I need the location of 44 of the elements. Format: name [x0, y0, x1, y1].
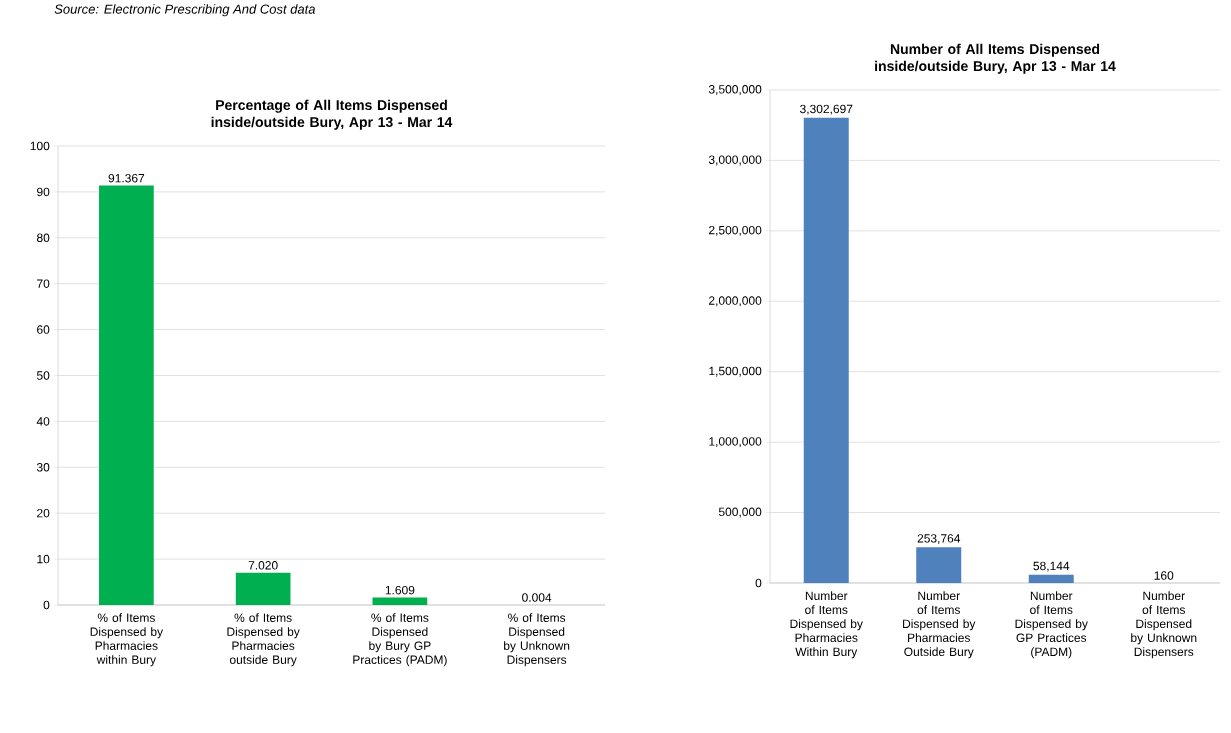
chart-title: Number of All Items Dispensed inside/outside Bury, Apr 13 - Mar 14	[875, 43, 1116, 74]
y-tick-label: 2,000,000	[709, 296, 762, 307]
x-tick-label: Number of Items Dispensed by Pharmacies Within Bury	[790, 591, 863, 659]
x-tick-label: % of Items Dispensed by Unknown Dispensers	[504, 613, 570, 667]
x-tick-label: Number of Items Dispensed by Pharmacies Outside Bury	[903, 591, 976, 659]
data-label: 0.004	[522, 593, 552, 602]
y-tick-label: 100	[30, 141, 50, 151]
y-tick-label: 2,500,000	[709, 225, 762, 236]
y-tick-label: 500,000	[718, 507, 762, 518]
y-tick-label: 40	[36, 417, 50, 426]
y-tick-label: 10	[37, 554, 50, 564]
y-tick-label: 3,500,000	[708, 85, 762, 95]
bar	[99, 185, 154, 605]
data-label: 7.020	[248, 561, 278, 570]
y-tick-label: 0	[755, 578, 762, 588]
y-tick-label: 30	[36, 463, 50, 472]
y-tick-label: 1,000,000	[709, 437, 762, 448]
data-label: 253,764	[917, 534, 961, 545]
data-label: 1.609	[385, 585, 415, 595]
bar	[803, 117, 849, 583]
y-tick-label: 70	[37, 279, 50, 288]
data-label: 160	[1154, 571, 1174, 580]
source-note: Source: Electronic Prescribing And Cost data	[54, 4, 316, 17]
bar	[916, 547, 962, 583]
bar	[235, 572, 291, 605]
y-tick-label: 90	[37, 187, 50, 197]
chart-title: Percentage of All Items Dispensed inside/outside Bury, Apr 13 - Mar 14	[211, 99, 453, 130]
y-tick-label: 50	[36, 371, 50, 380]
x-tick-label: % of Items Dispensed by Bury GP Practices (PADM)	[353, 613, 447, 667]
y-tick-label: 1,500,000	[709, 366, 762, 377]
x-tick-label: Number of Items Dispensed by GP Practices (PADM)	[1015, 591, 1088, 659]
bar	[372, 597, 428, 605]
x-tick-label: Number of Items Dispensed by Unknown Dispensers	[1131, 591, 1197, 659]
y-tick-label: 80	[36, 233, 50, 243]
y-tick-label: 3,000,000	[708, 155, 762, 166]
data-label: 3,302,697	[800, 104, 853, 115]
y-tick-label: 0	[43, 600, 50, 610]
x-tick-label: % of Items Dispensed by Pharmacies outside Bury	[227, 613, 300, 667]
bar	[1028, 574, 1074, 583]
data-label: 58,144	[1033, 561, 1070, 572]
data-label: 91.367	[108, 173, 145, 183]
y-tick-label: 60	[37, 325, 50, 334]
x-tick-label: % of Items Dispensed by Pharmacies within Bury	[90, 613, 164, 667]
y-tick-label: 20	[37, 508, 50, 518]
